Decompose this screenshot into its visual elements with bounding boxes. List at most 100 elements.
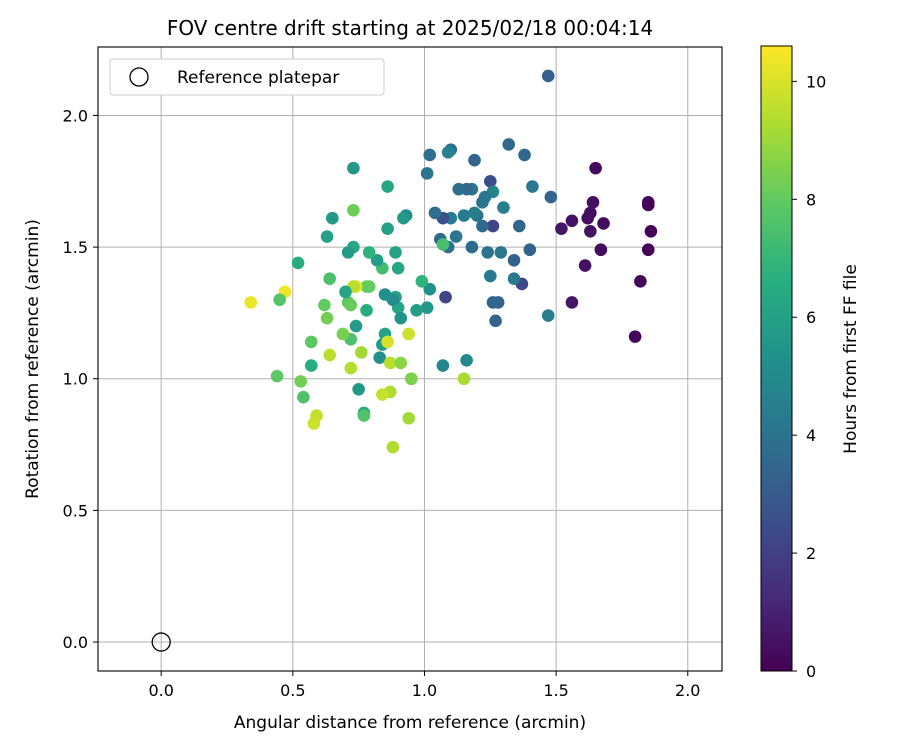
- scatter-point: [484, 269, 497, 283]
- scatter-point: [381, 222, 394, 235]
- scatter-point: [389, 246, 402, 259]
- scatter-point: [376, 388, 389, 401]
- scatter-point: [449, 230, 463, 243]
- scatter-point: [273, 293, 286, 307]
- scatter-point: [394, 356, 408, 370]
- scatter-point: [565, 214, 579, 228]
- y-axis-label: Rotation from reference (arcmin): [23, 219, 43, 499]
- scatter-point: [397, 211, 410, 225]
- grid-lines: [98, 47, 722, 671]
- scatter-point: [341, 246, 355, 259]
- colorbar: 0 2 4 6 8 10 Hours from first FF file: [760, 45, 861, 681]
- x-tick-label: 0.0: [148, 681, 173, 700]
- scatter-point: [304, 359, 318, 372]
- plot-frame: [97, 46, 723, 672]
- scatter-point: [465, 240, 479, 254]
- legend-marker-icon: [129, 67, 149, 87]
- scatter-point: [336, 327, 350, 341]
- scatter-point: [544, 190, 558, 204]
- scatter-point: [323, 272, 336, 285]
- scatter-point: [484, 174, 497, 188]
- scatter-point: [486, 296, 500, 309]
- scatter-point: [344, 298, 358, 312]
- y-tick-label: 1.5: [63, 238, 88, 257]
- scatter-point: [634, 275, 647, 288]
- scatter-point: [391, 261, 405, 275]
- scatter-point: [318, 298, 331, 312]
- colorbar-ticks: 0 2 4 6 8 10: [792, 72, 826, 681]
- scatter-point: [497, 201, 510, 214]
- scatter-point: [347, 161, 360, 175]
- scatter-point: [415, 275, 429, 288]
- scatter-point: [457, 209, 471, 222]
- scatter-point: [507, 253, 521, 267]
- scatter-point: [594, 243, 608, 257]
- y-tick-label: 0.0: [63, 633, 88, 652]
- scatter-point: [244, 296, 258, 309]
- legend-box: [109, 58, 385, 96]
- scatter-point: [502, 138, 516, 151]
- colorbar-tick-label: 6: [806, 308, 816, 327]
- scatter-point: [457, 372, 471, 386]
- scatter-point: [291, 256, 305, 270]
- x-tick-label: 1.5: [543, 681, 568, 700]
- scatter-point: [436, 359, 450, 372]
- scatter-point: [381, 180, 394, 193]
- scatter-point: [362, 246, 376, 259]
- scatter-point: [423, 148, 437, 162]
- scatter-point: [402, 411, 415, 425]
- scatter-point: [494, 246, 508, 259]
- scatter-point: [354, 346, 368, 359]
- scatter-point: [294, 375, 308, 388]
- scatter-point: [320, 230, 334, 243]
- scatter-point: [581, 211, 595, 225]
- scatter-point: [344, 361, 358, 375]
- scatter-point: [526, 180, 539, 193]
- scatter-point: [589, 161, 602, 175]
- scatter-point: [323, 348, 336, 362]
- scatter-point: [486, 219, 500, 233]
- x-tick-label: 0.5: [280, 681, 305, 700]
- scatter-point: [373, 351, 387, 364]
- x-axis-label: Angular distance from reference (arcmin): [234, 713, 586, 733]
- scatter-point: [297, 390, 310, 404]
- colorbar-tick-label: 4: [806, 426, 816, 445]
- scatter-point: [410, 303, 423, 317]
- colorbar-gradient: [760, 45, 793, 672]
- colorbar-label: Hours from first FF file: [841, 264, 861, 454]
- scatter-point: [452, 182, 466, 196]
- scatter-point: [383, 356, 397, 370]
- scatter-point: [381, 335, 394, 349]
- chart-title: FOV centre drift starting at 2025/02/18 …: [167, 16, 653, 40]
- scatter-point: [644, 225, 658, 238]
- scatter-point: [512, 219, 526, 233]
- scatter-point: [304, 335, 318, 349]
- x-tick-label: 2.0: [675, 681, 700, 700]
- scatter-point: [349, 319, 363, 333]
- scatter-point: [378, 288, 392, 301]
- scatter-point: [362, 280, 376, 293]
- legend: Reference platepar: [109, 58, 385, 96]
- scatter-point: [481, 246, 494, 259]
- legend-label: Reference platepar: [177, 68, 339, 88]
- scatter-point: [628, 330, 642, 343]
- y-tick-label: 2.0: [63, 106, 88, 125]
- scatter-point: [420, 167, 434, 180]
- scatter-point: [428, 206, 442, 220]
- scatter-point: [460, 354, 473, 367]
- scatter-point: [423, 282, 437, 296]
- scatter-point: [468, 153, 481, 167]
- scatter-point: [565, 296, 579, 309]
- colorbar-tick-label: 10: [806, 72, 826, 91]
- scatter-point: [386, 440, 400, 454]
- scatter-point: [468, 206, 481, 220]
- scatter-point: [541, 309, 555, 322]
- scatter-point: [347, 203, 360, 217]
- scatter-point: [541, 69, 555, 83]
- reference-platepar-marker: [151, 632, 171, 652]
- scatter-point: [489, 314, 502, 328]
- scatter-point: [641, 198, 655, 212]
- scatter-point: [405, 372, 418, 386]
- colorbar-tick-label: 8: [806, 190, 816, 209]
